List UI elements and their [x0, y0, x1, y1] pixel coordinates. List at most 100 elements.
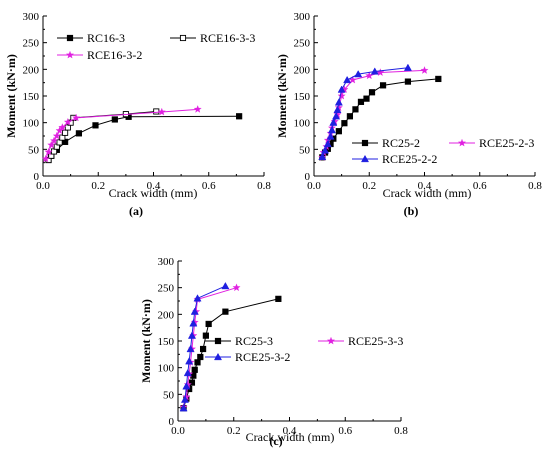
data-point: [44, 147, 53, 156]
legend-label: RCE25-2-3: [479, 136, 534, 150]
x-axis-label: Crack width (mm): [109, 186, 198, 200]
y-tick-label: 250: [294, 38, 311, 50]
x-tick-label: 0.8: [528, 180, 542, 192]
y-axis-label: Moment (kN·m): [275, 54, 289, 138]
legend-marker: [360, 154, 370, 163]
x-tick-label: 0.6: [338, 425, 352, 437]
x-tick-label: 0.0: [36, 180, 50, 192]
x-tick-label: 0.0: [307, 180, 321, 192]
data-point: [191, 366, 198, 373]
series-RCE25-2-2: [318, 63, 412, 160]
y-tick-label: 100: [158, 363, 175, 375]
data-point: [190, 307, 199, 315]
x-tick-label: 0.4: [283, 425, 297, 437]
data-point: [343, 75, 352, 84]
x-tick-label: 0.8: [394, 425, 408, 437]
y-tick-label: 250: [158, 283, 175, 295]
data-point: [50, 136, 59, 145]
data-point: [188, 379, 196, 386]
data-point: [341, 120, 348, 127]
data-point: [194, 359, 201, 366]
data-point: [55, 126, 64, 135]
data-point: [352, 106, 359, 113]
data-point: [111, 116, 118, 123]
legend-label: RC25-3: [235, 334, 273, 348]
data-point: [221, 281, 230, 290]
data-point: [326, 132, 335, 140]
y-tick-label: 100: [294, 118, 311, 130]
x-tick-label: 0.2: [227, 425, 241, 437]
data-point: [183, 368, 192, 377]
series-RCE25-3-2: [179, 281, 230, 412]
x-axis-label: Crack width (mm): [383, 186, 472, 200]
x-tick-label: 0.0: [171, 425, 185, 437]
data-point: [72, 113, 81, 122]
data-point: [357, 98, 365, 105]
data-point: [62, 129, 69, 136]
legend-label: RCE16-3-2: [87, 48, 142, 62]
legend: RC16-3 RCE16-3-3 RCE16-3-2: [57, 31, 255, 62]
data-point: [52, 131, 61, 140]
y-tick-label: 150: [158, 336, 175, 348]
x-tick-label: 0.4: [418, 180, 432, 192]
data-point: [318, 152, 327, 160]
panel-caption: (c): [269, 434, 282, 448]
y-tick-label: 150: [23, 91, 40, 103]
data-point: [329, 118, 338, 126]
data-point: [346, 113, 354, 120]
legend-marker: [66, 34, 74, 42]
data-point: [275, 295, 282, 302]
legend-marker: [457, 138, 467, 147]
data-point: [323, 139, 332, 148]
chart-panel-1: 0 50 100 150 200 250 300 0.0 0.2 0.4 0.6 0.8 Crack w…: [4, 11, 271, 218]
y-tick-label: 150: [294, 91, 311, 103]
y-tick-label: 300: [158, 256, 175, 268]
legend-label: RC25-2: [382, 136, 420, 150]
data-point: [337, 85, 346, 93]
data-point: [182, 382, 191, 390]
y-tick-label: 50: [299, 144, 311, 156]
data-point: [335, 128, 342, 135]
series-line: [48, 115, 240, 161]
data-point: [92, 122, 99, 129]
data-point: [354, 70, 363, 78]
x-tick-label: 0.6: [202, 180, 216, 192]
data-point: [47, 140, 56, 149]
y-tick-label: 200: [294, 64, 311, 76]
legend-label: RCE25-3-2: [235, 350, 290, 364]
legend: RC25-2 RCE25-2-3 RCE25-2-2: [352, 136, 534, 166]
data-point: [379, 82, 387, 89]
data-point: [157, 107, 166, 116]
y-tick-label: 50: [163, 389, 175, 401]
y-tick-label: 200: [158, 309, 175, 321]
data-point: [205, 320, 212, 328]
data-point: [193, 294, 202, 302]
legend-marker: [65, 50, 75, 59]
data-point: [370, 67, 379, 75]
data-point: [153, 108, 160, 115]
data-point: [197, 353, 204, 361]
y-tick-label: 50: [28, 144, 40, 156]
legend-label: RCE25-2-2: [382, 152, 437, 166]
y-tick-label: 0: [305, 171, 311, 183]
data-point: [63, 117, 72, 126]
x-axis-label: Crack width (mm): [246, 430, 335, 444]
data-point: [186, 344, 195, 353]
data-point: [232, 283, 241, 292]
legend-label: RC16-3: [87, 31, 125, 45]
x-tick-label: 0.6: [473, 180, 487, 192]
y-tick-label: 100: [23, 118, 40, 130]
legend: RC25-3 RCE25-3-3 RCE25-3-2: [205, 334, 403, 364]
legend-label: RCE25-3-3: [348, 334, 403, 348]
x-tick-label: 0.8: [257, 180, 271, 192]
legend-marker: [326, 336, 336, 345]
data-point: [185, 357, 194, 365]
data-point: [368, 89, 376, 96]
y-tick-label: 200: [23, 64, 40, 76]
x-tick-label: 0.2: [91, 180, 105, 192]
legend-label: RCE16-3-3: [200, 31, 255, 45]
chart-panel-2: 0 50 100 150 200 250 300 0.0 0.2 0.4 0.6 0.8 Crack w…: [275, 11, 542, 218]
legend-marker: [214, 337, 222, 345]
data-point: [75, 130, 83, 137]
